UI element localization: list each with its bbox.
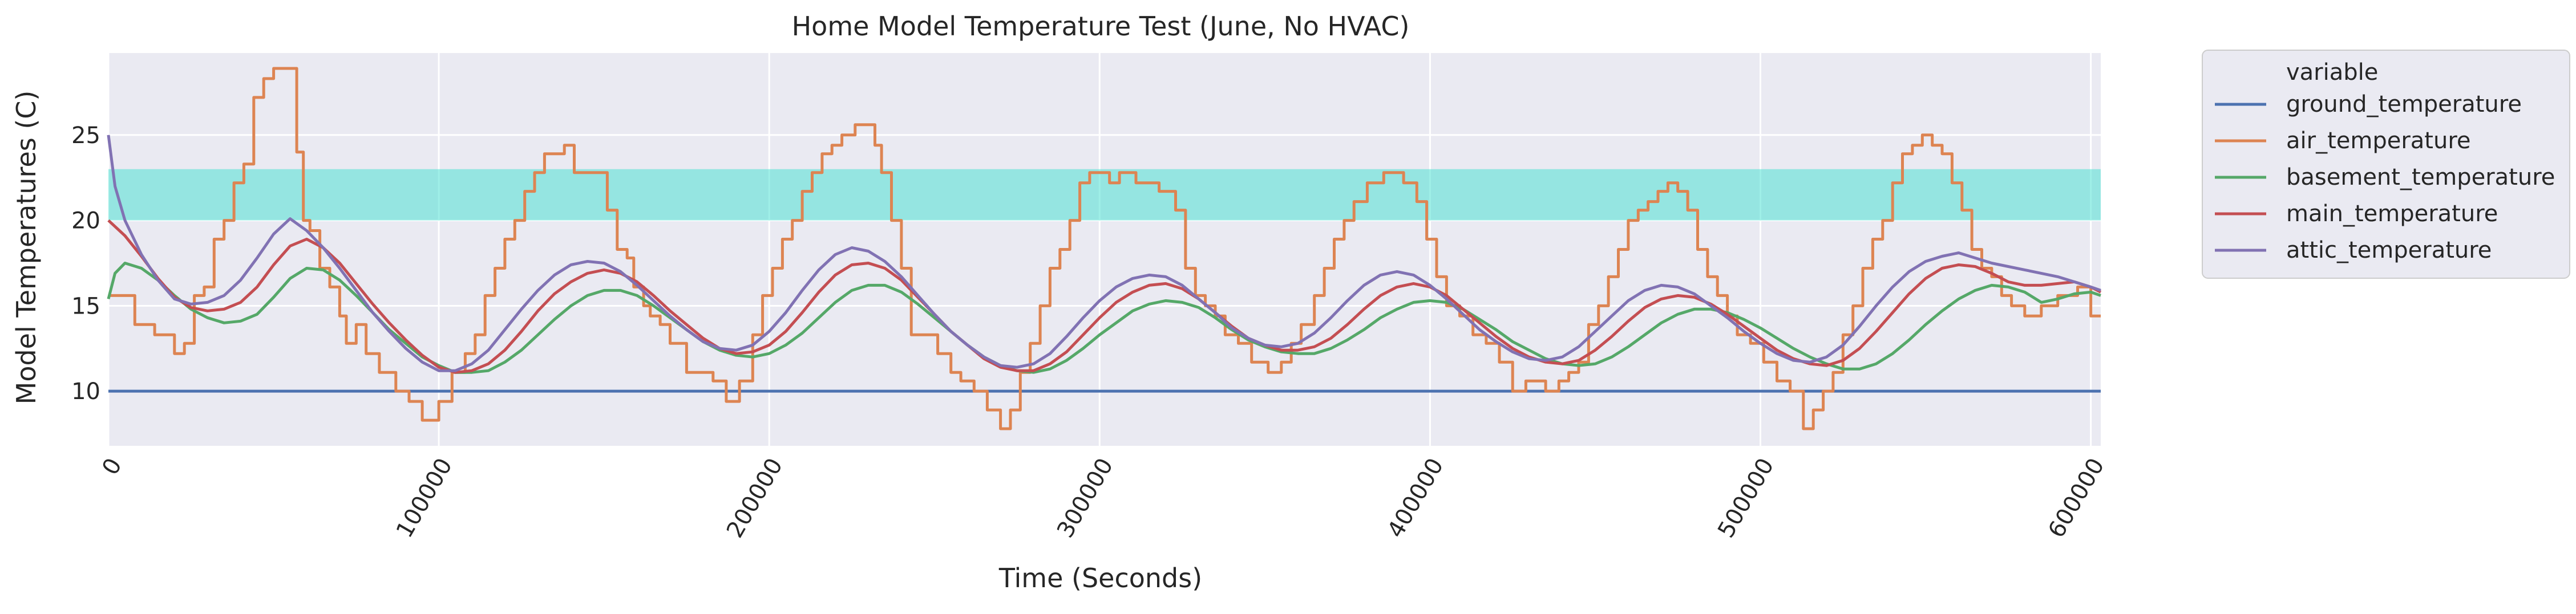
y-tick-label-1: 15 <box>71 293 100 319</box>
x-axis-label: Time (Seconds) <box>998 563 1202 593</box>
y-axis-label: Model Temperatures (C) <box>11 91 42 405</box>
legend-label-main_temperature: main_temperature <box>2286 201 2498 227</box>
legend-frame <box>2202 50 2570 279</box>
y-tick-label-2: 20 <box>71 208 100 234</box>
legend-title: variable <box>2286 59 2378 86</box>
x-tick-label-5: 500000 <box>1713 454 1779 542</box>
plot-background <box>108 53 2101 446</box>
x-tick-label-4: 400000 <box>1382 454 1449 542</box>
series-line-attic_temperature <box>107 135 2101 372</box>
series-line-air_temperature <box>108 67 2101 430</box>
x-tick-label-2: 200000 <box>722 454 788 542</box>
legend-label-ground_temperature: ground_temperature <box>2286 91 2522 117</box>
x-tick-label-6: 600000 <box>2043 454 2109 542</box>
legend: variable ground_temperature air_temperatu… <box>2202 50 2570 279</box>
x-tick-label-0: 0 <box>97 454 127 479</box>
y-tick-label-3: 25 <box>71 123 100 149</box>
comfort-band <box>108 169 2101 221</box>
x-tick-label-1: 100000 <box>391 454 458 542</box>
legend-label-basement_temperature: basement_temperature <box>2286 164 2555 190</box>
legend-label-attic_temperature: attic_temperature <box>2286 237 2492 263</box>
series-line-main_temperature <box>107 219 2102 374</box>
legend-label-air_temperature: air_temperature <box>2286 128 2471 154</box>
x-tick-label-3: 300000 <box>1052 454 1118 542</box>
chart-title: Home Model Temperature Test (June, No HV… <box>792 11 1410 42</box>
y-tick-label-0: 10 <box>71 379 100 405</box>
plot-area <box>107 53 2102 446</box>
